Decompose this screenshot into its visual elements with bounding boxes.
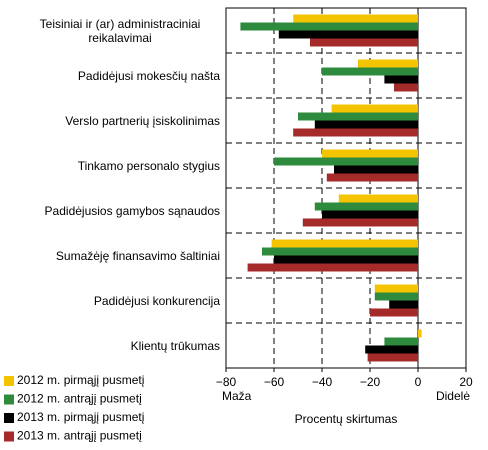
bar [367, 353, 418, 362]
bar [247, 263, 418, 272]
x-tick-label: 20 [459, 375, 473, 389]
category-text: Teisiniai ir (ar) administraciniai reika… [39, 16, 201, 45]
legend-swatch [4, 394, 14, 405]
legend-swatch [4, 413, 14, 423]
legend-label: 2012 m. pirmąjį pusmetį [17, 373, 145, 387]
bar [374, 292, 418, 301]
bar [293, 128, 418, 137]
bar [314, 202, 418, 211]
legend-label: 2013 m. antrąjį pusmetį [17, 429, 142, 443]
bar [274, 157, 418, 166]
category-label: Padidėjusi mokesčių našta [0, 53, 220, 98]
category-label: Verslo partnerių įsiskolinimas [0, 98, 220, 143]
x-tick-label: 0 [415, 375, 422, 389]
legend-swatch [4, 376, 14, 386]
bar [293, 14, 418, 23]
bar [370, 308, 418, 317]
annotation: Didelė [436, 389, 470, 403]
category-text: Sumažėję finansavimo šaltiniai [55, 248, 220, 263]
x-axis-label: Procentų skirtumas [295, 412, 398, 426]
bar [240, 22, 418, 31]
bar [418, 329, 422, 338]
category-text: Klientų trūkumas [130, 338, 220, 353]
bar [302, 218, 418, 227]
bar [384, 337, 418, 346]
category-text: Tinkamo personalo stygius [77, 158, 220, 173]
legend-label: 2013 m. pirmąjį pusmetį [17, 410, 145, 424]
bar [326, 173, 418, 182]
bar [322, 210, 418, 219]
category-label: Sumažėję finansavimo šaltiniai [0, 233, 220, 278]
bar [298, 112, 418, 121]
bar [271, 239, 418, 248]
annotation: Maža [222, 389, 252, 403]
category-label: Tinkamo personalo stygius [0, 143, 220, 188]
bar [394, 83, 418, 92]
bar [365, 345, 418, 354]
x-tick-label: −40 [312, 375, 333, 389]
bar [314, 120, 418, 129]
category-label: Klientų trūkumas [0, 323, 220, 368]
bar [389, 300, 418, 309]
category-text: Verslo partnerių įsiskolinimas [65, 113, 220, 128]
bar [374, 284, 418, 293]
bar [274, 255, 418, 264]
bar [338, 194, 418, 203]
bar [262, 247, 418, 256]
x-tick-label: −80 [216, 375, 237, 389]
bar [334, 165, 418, 174]
bar [358, 59, 418, 68]
category-text: Padidėjusi mokesčių našta [77, 68, 220, 83]
category-text: Padidėjusios gamybos sąnaudos [44, 203, 220, 218]
x-tick-label: −20 [360, 375, 381, 389]
category-label: Padidėjusios gamybos sąnaudos [0, 188, 220, 233]
bar [278, 30, 418, 39]
category-label: Teisiniai ir (ar) administraciniai reika… [0, 8, 220, 53]
bar [322, 67, 418, 76]
bar [384, 75, 418, 84]
legend-label: 2012 m. antrąjį pusmetį [17, 392, 142, 406]
legend-swatch [4, 431, 14, 442]
plot-frame [225, 7, 467, 369]
category-text: Padidėjusi konkurencija [93, 293, 220, 308]
bar [322, 149, 418, 158]
x-tick-label: −60 [264, 375, 285, 389]
bar [310, 38, 418, 47]
bar [331, 104, 418, 113]
category-label: Padidėjusi konkurencija [0, 278, 220, 323]
